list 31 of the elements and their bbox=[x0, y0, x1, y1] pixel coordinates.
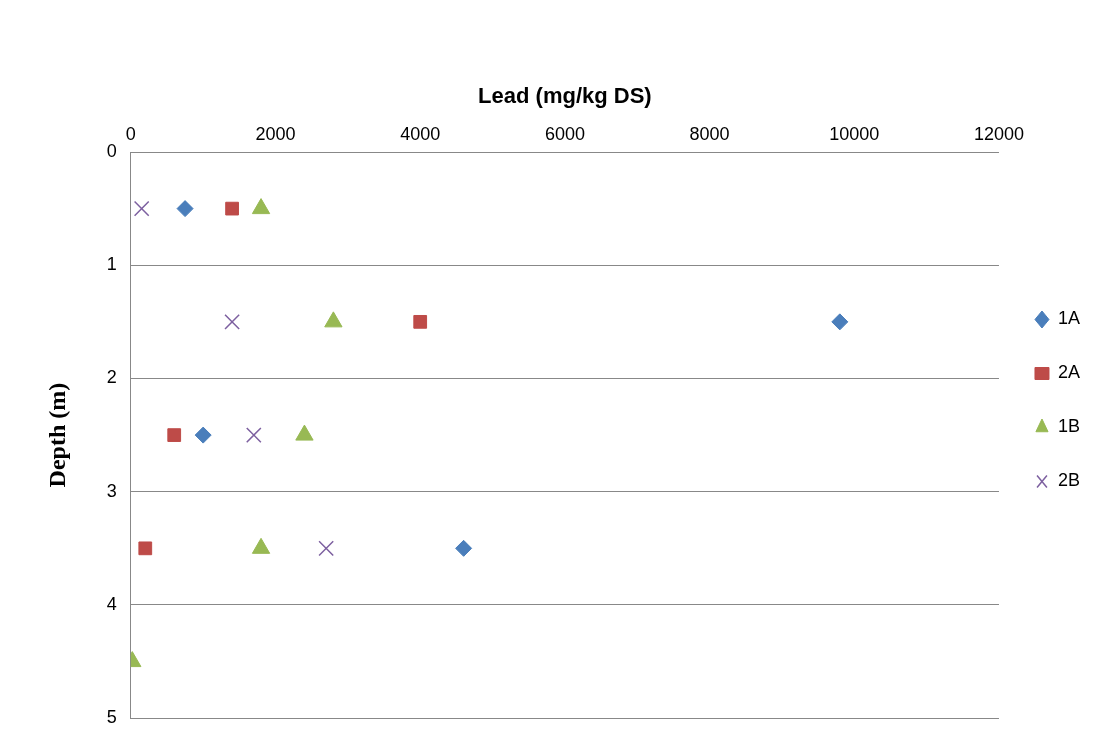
y-tick-label: 0 bbox=[106, 140, 117, 161]
y-tick-label: 2 bbox=[106, 367, 117, 388]
point bbox=[413, 315, 428, 329]
x-tick-label: 2000 bbox=[255, 124, 296, 145]
point bbox=[176, 200, 194, 218]
x-tick-label: 12000 bbox=[973, 124, 1025, 145]
point bbox=[138, 541, 153, 556]
y-axis-title: Depth (m) bbox=[43, 382, 70, 488]
legend-label: 2B bbox=[1057, 470, 1081, 491]
point bbox=[167, 428, 182, 442]
x-axis-title: Lead (mg/kg DS) bbox=[478, 83, 652, 109]
point bbox=[831, 313, 849, 331]
point bbox=[224, 314, 240, 330]
point bbox=[318, 540, 334, 557]
y-tick-label: 5 bbox=[106, 707, 117, 728]
x-tick-label: 4000 bbox=[400, 124, 441, 145]
x-tick-label: 8000 bbox=[689, 124, 730, 145]
point bbox=[194, 426, 212, 444]
y-tick-label: 4 bbox=[106, 593, 117, 614]
point bbox=[245, 427, 262, 443]
x-tick-label: 0 bbox=[125, 124, 136, 145]
y-tick-label: 1 bbox=[106, 254, 117, 275]
point bbox=[133, 200, 150, 217]
x-tick-label: 10000 bbox=[829, 124, 880, 145]
legend-label: 1A bbox=[1057, 308, 1081, 329]
point bbox=[455, 539, 473, 557]
x-tick-label: 6000 bbox=[544, 124, 585, 145]
legend-label: 1B bbox=[1057, 416, 1081, 437]
legend-label: 2A bbox=[1057, 362, 1081, 383]
point bbox=[225, 201, 239, 216]
y-tick-label: 3 bbox=[106, 480, 117, 501]
